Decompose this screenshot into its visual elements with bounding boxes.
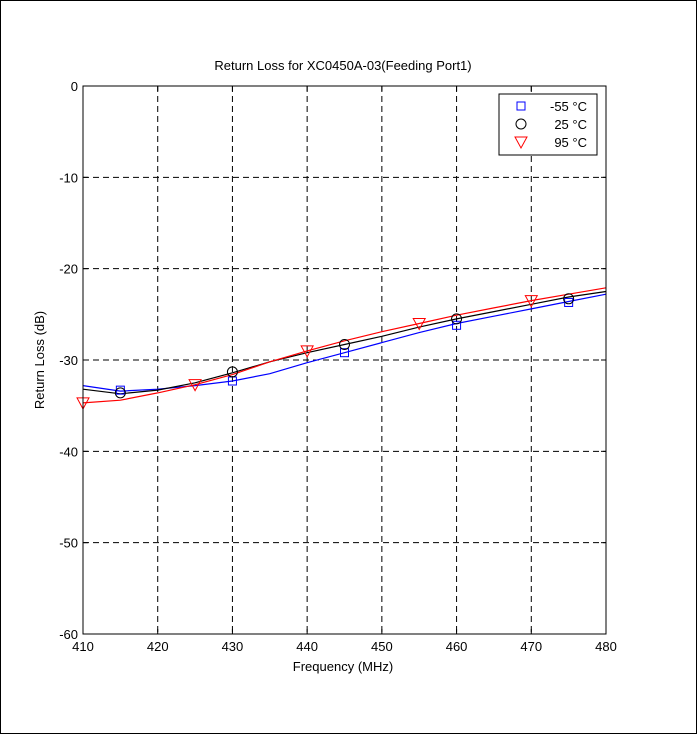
legend-marker-circle bbox=[515, 118, 527, 130]
series-line-3 bbox=[82, 287, 607, 404]
y-tick-label: -40 bbox=[59, 444, 78, 459]
x-tick-label: 460 bbox=[446, 639, 468, 654]
x-tick-label: 450 bbox=[371, 639, 393, 654]
data-point-square bbox=[452, 320, 462, 330]
legend-box bbox=[498, 93, 598, 156]
legend-label: 25 °C bbox=[554, 117, 587, 132]
y-tick-label: -50 bbox=[59, 536, 78, 551]
data-point-circle bbox=[226, 366, 238, 378]
legend-marker-square bbox=[516, 101, 526, 111]
series-line-1 bbox=[82, 293, 607, 392]
grid-lines bbox=[83, 86, 606, 634]
data-point-circle bbox=[339, 338, 350, 350]
data-point-square bbox=[340, 348, 349, 358]
x-tick-label: 430 bbox=[222, 639, 244, 654]
data-point-triangle-down bbox=[524, 295, 539, 308]
data-point-triangle-down bbox=[412, 317, 427, 331]
y-tick-label: -30 bbox=[59, 353, 78, 368]
x-tick-label: 440 bbox=[296, 639, 318, 654]
x-tick-label: 410 bbox=[72, 639, 94, 654]
axis-ticks: 410 420 430 440 450 460 470 480 0 -10 -20 -30 -40 -50… bbox=[59, 79, 617, 654]
x-tick-label: 470 bbox=[520, 639, 542, 654]
data-point-triangle-down bbox=[300, 345, 314, 358]
y-tick-label: 0 bbox=[71, 79, 78, 94]
legend-label: -55 °C bbox=[550, 99, 587, 114]
x-axis-label: Frequency (MHz) bbox=[293, 659, 393, 674]
series-line-2 bbox=[82, 290, 607, 395]
y-tick-label: -20 bbox=[59, 262, 78, 277]
data-point-circle bbox=[114, 387, 126, 399]
data-point-triangle-down bbox=[188, 379, 202, 392]
legend: -55 °C 25 °C 95 °C bbox=[498, 93, 598, 156]
y-axis-label: Return Loss (dB) bbox=[32, 311, 47, 409]
y-tick-label: -60 bbox=[59, 627, 78, 642]
legend-marker-triangle-down bbox=[514, 136, 528, 150]
y-tick-label: -10 bbox=[59, 170, 78, 185]
data-point-circle bbox=[451, 313, 463, 325]
series-lines bbox=[82, 287, 607, 404]
x-tick-label: 480 bbox=[595, 639, 617, 654]
data-point-circle bbox=[563, 293, 575, 305]
legend-label: 95 °C bbox=[554, 135, 587, 150]
chart-title: Return Loss for XC0450A-03(Feeding Port1… bbox=[214, 58, 471, 73]
x-tick-label: 420 bbox=[147, 639, 169, 654]
